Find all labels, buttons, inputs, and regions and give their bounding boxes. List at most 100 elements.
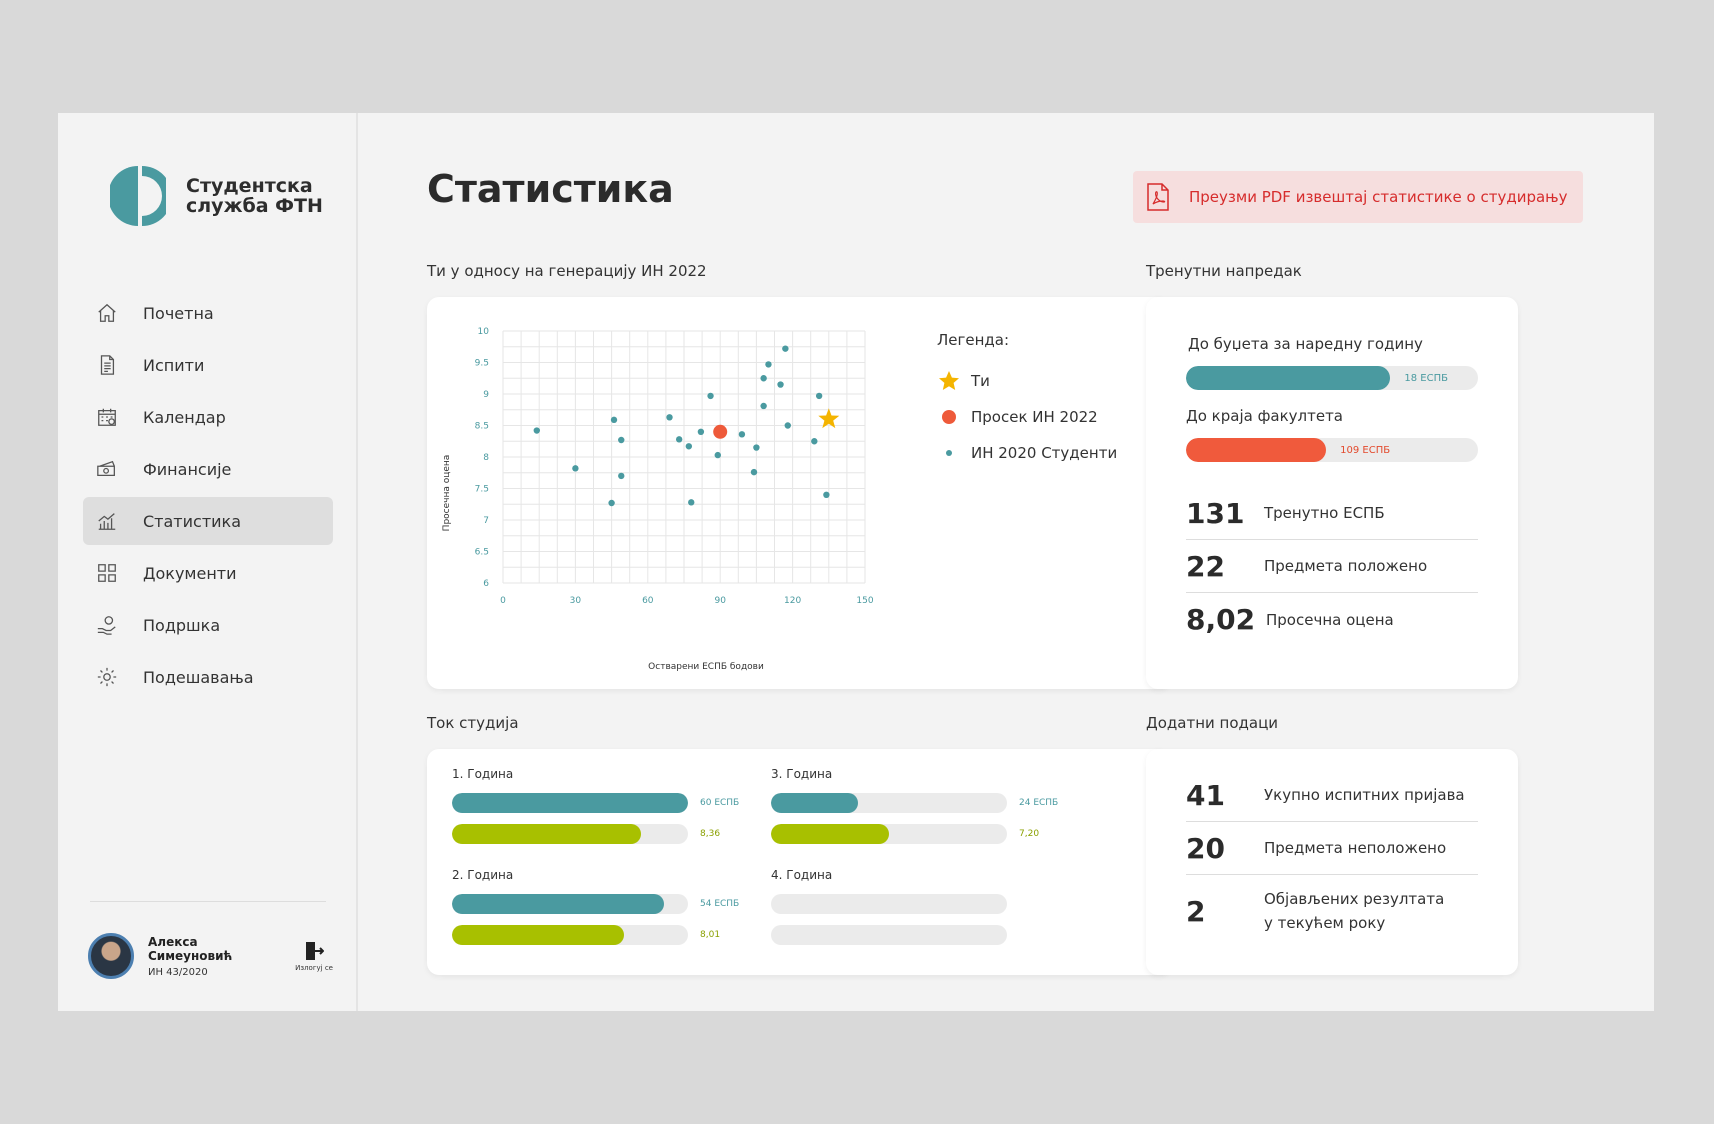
stat-row-average: 8,02 Просечна оцена bbox=[1186, 593, 1478, 646]
avatar[interactable] bbox=[88, 933, 134, 979]
student-point bbox=[782, 345, 789, 352]
section-label-scatter: Ти у односу на генерацију ИН 2022 bbox=[427, 262, 707, 280]
year-title: 2. Година bbox=[452, 868, 514, 882]
sidebar-item-exams[interactable]: Испити bbox=[83, 341, 333, 389]
y-tick-label: 10 bbox=[478, 327, 490, 337]
stat-row-applications: 41 Укупно испитних пријава bbox=[1186, 769, 1478, 822]
y-tick-label: 7 bbox=[483, 516, 489, 526]
you-point-star bbox=[818, 408, 840, 429]
gear-icon bbox=[95, 665, 119, 689]
grid-icon bbox=[95, 561, 119, 585]
espb-bar-fill bbox=[452, 894, 665, 914]
student-point bbox=[697, 428, 705, 435]
student-point bbox=[784, 422, 791, 429]
support-icon bbox=[95, 613, 119, 637]
logo[interactable]: Студентска служба ФТН bbox=[110, 163, 323, 229]
student-point bbox=[760, 375, 767, 382]
espb-bar bbox=[452, 894, 688, 914]
star-icon bbox=[939, 371, 959, 390]
sidebar-item-documents[interactable]: Документи bbox=[83, 549, 333, 597]
legend-item-you: Ти bbox=[937, 363, 1117, 399]
y-tick-label: 8.5 bbox=[475, 422, 489, 432]
espb-bar-fill bbox=[452, 793, 688, 813]
stat-value: 131 bbox=[1186, 496, 1245, 530]
legend-item-average: Просек ИН 2022 bbox=[937, 399, 1117, 435]
sidebar-item-support[interactable]: Подршка bbox=[83, 601, 333, 649]
sidebar-item-settings[interactable]: Подешавања bbox=[83, 653, 333, 701]
grade-bar-fill bbox=[771, 824, 889, 844]
stat-value: 22 bbox=[1186, 549, 1225, 583]
y-axis-label: Просечна оцена bbox=[442, 455, 452, 532]
x-tick-labels: 0 30 60 90 120 150 bbox=[500, 596, 874, 606]
espb-value: 54 ЕСПБ bbox=[700, 899, 740, 909]
sidebar-item-finances[interactable]: Финансије bbox=[83, 445, 333, 493]
stat-label: Предмета положено bbox=[1264, 557, 1428, 575]
x-tick-label: 30 bbox=[570, 596, 582, 606]
student-point bbox=[610, 416, 618, 424]
y-tick-label: 6.5 bbox=[475, 548, 489, 558]
extra-data-card: 41 Укупно испитних пријава 20 Предмета н… bbox=[1146, 749, 1518, 975]
year-title: 4. Година bbox=[771, 868, 833, 882]
grade-bar-fill bbox=[452, 824, 641, 844]
student-point bbox=[533, 427, 540, 434]
student-point bbox=[750, 468, 758, 476]
year-block-3: 3. Година 24 ЕСПБ 7,20 bbox=[771, 767, 1071, 844]
logout-button[interactable]: Излогуј се bbox=[295, 940, 333, 972]
y-tick-label: 6 bbox=[483, 579, 489, 589]
logout-label: Излогуј се bbox=[295, 964, 333, 972]
x-tick-label: 90 bbox=[714, 596, 726, 606]
student-point bbox=[618, 436, 625, 444]
x-tick-label: 150 bbox=[856, 596, 873, 606]
grade-bar-fill bbox=[452, 925, 625, 945]
y-tick-label: 7.5 bbox=[475, 485, 489, 495]
grade-bar bbox=[452, 824, 688, 844]
dot-marker-icon bbox=[946, 450, 952, 456]
user-panel: Алекса Симеуновић ИН 43/2020 Излогуј се bbox=[88, 933, 333, 979]
espb-bar bbox=[771, 793, 1007, 813]
espb-bar bbox=[452, 793, 688, 813]
sidebar-item-label: Статистика bbox=[143, 511, 241, 531]
student-point bbox=[765, 361, 772, 368]
espb-bar-fill bbox=[771, 793, 859, 813]
scatter-card: 10 9.5 9 8.5 8 7.5 7 6.5 6 0 30 60 90 120 150 Просечн… bbox=[427, 297, 1171, 689]
sidebar-item-label: Почетна bbox=[143, 303, 214, 323]
chart-grid bbox=[502, 330, 866, 584]
year-title: 3. Година bbox=[771, 767, 833, 781]
download-pdf-button[interactable]: Преузми PDF извештај статистике о студир… bbox=[1133, 171, 1583, 223]
student-point bbox=[572, 465, 579, 472]
student-point bbox=[738, 431, 746, 438]
user-name: Алекса Симеуновић bbox=[148, 934, 233, 963]
y-tick-label: 9 bbox=[483, 390, 489, 400]
logout-icon bbox=[306, 942, 325, 960]
grade-bar bbox=[771, 925, 1007, 945]
chart-icon bbox=[95, 509, 119, 533]
legend-label: ИН 2020 Студенти bbox=[971, 444, 1118, 462]
legend-title: Легенда: bbox=[937, 331, 1010, 349]
sidebar-item-label: Финансије bbox=[143, 459, 232, 479]
sidebar: Студентска служба ФТН Почетна Испити Кал… bbox=[58, 113, 358, 1011]
pdf-icon bbox=[1147, 183, 1169, 211]
logo-line-2: служба ФТН bbox=[186, 195, 323, 217]
sidebar-item-label: Документи bbox=[143, 563, 237, 583]
legend-item-students: ИН 2020 Студенти bbox=[937, 435, 1117, 471]
sidebar-divider bbox=[90, 901, 326, 902]
stat-value: 2 bbox=[1186, 894, 1206, 928]
x-axis-label: Остварени ЕСПБ бодови bbox=[648, 662, 764, 672]
sidebar-item-statistics[interactable]: Статистика bbox=[83, 497, 333, 545]
document-icon bbox=[95, 353, 119, 377]
sidebar-item-label: Подршка bbox=[143, 615, 221, 635]
espb-bar bbox=[771, 894, 1007, 914]
app-window: Студентска служба ФТН Почетна Испити Кал… bbox=[58, 113, 1654, 1011]
progress-card: До буџета за наредну годину 18 ЕСПБ До к… bbox=[1146, 297, 1518, 689]
student-point bbox=[760, 402, 767, 410]
stat-label: Предмета неположено bbox=[1264, 839, 1447, 857]
logo-line-1: Студентска bbox=[186, 175, 313, 197]
main-content: Статистика Преузми PDF извештај статисти… bbox=[358, 113, 1654, 1011]
grade-value: 7,20 bbox=[1019, 829, 1040, 839]
sidebar-item-home[interactable]: Почетна bbox=[83, 289, 333, 337]
student-point bbox=[815, 392, 823, 400]
faculty-label: До краја факултета bbox=[1186, 407, 1344, 425]
student-point bbox=[618, 472, 625, 480]
student-point bbox=[707, 392, 714, 400]
sidebar-item-calendar[interactable]: Календар bbox=[83, 393, 333, 441]
